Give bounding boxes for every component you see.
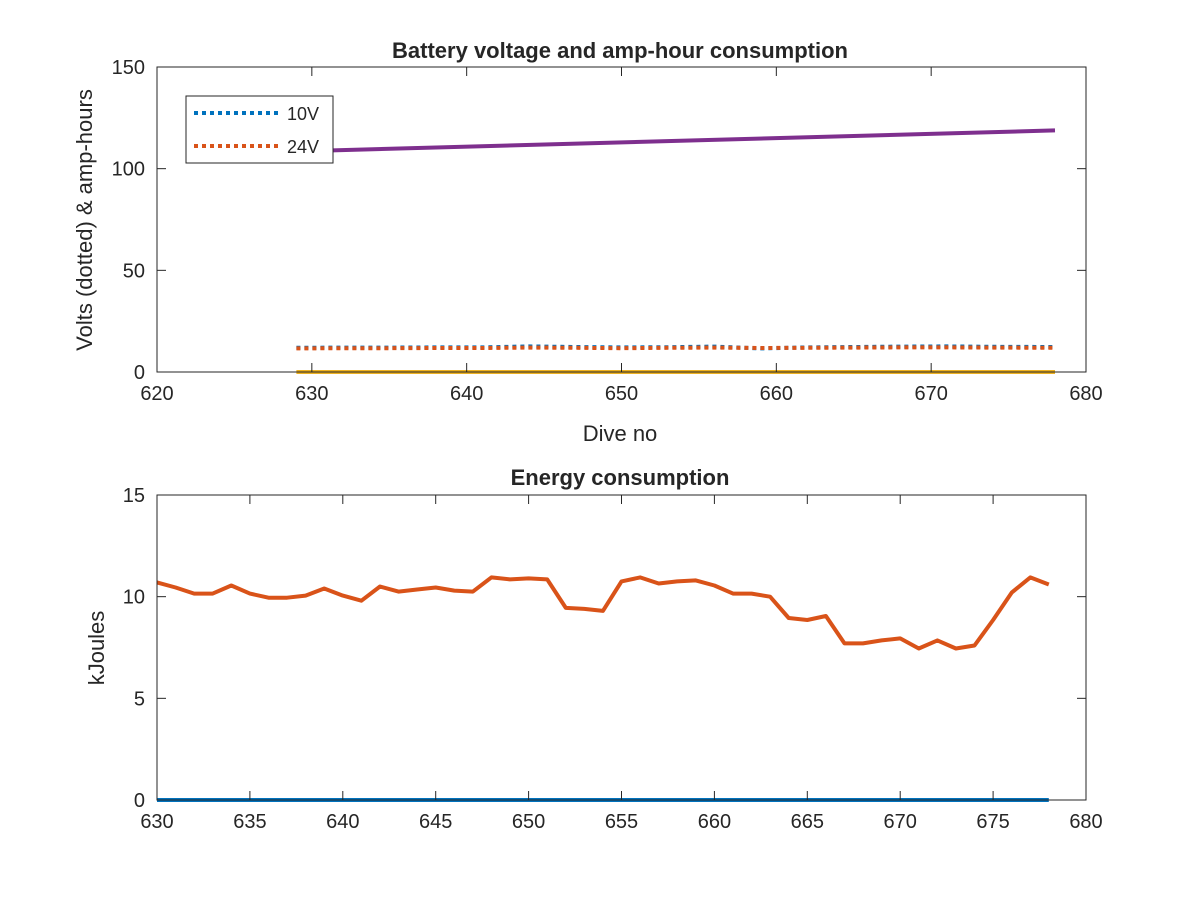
energy-xtick-label: 655	[605, 811, 638, 833]
voltage-chart: Battery voltage and amp-hour consumption…	[72, 38, 1103, 446]
voltage-chart-xlabel: Dive no	[583, 421, 658, 446]
voltage-xtick-label: 620	[140, 383, 173, 405]
voltage-ytick-label: 0	[134, 362, 145, 384]
energy-xtick-label: 630	[140, 811, 173, 833]
voltage-ytick-label: 150	[112, 57, 145, 79]
voltage-ytick-label: 100	[112, 159, 145, 181]
voltage-xtick-label: 660	[760, 383, 793, 405]
voltage-xtick-label: 680	[1069, 383, 1102, 405]
voltage-chart-title: Battery voltage and amp-hour consumption	[392, 38, 848, 63]
energy-chart-ylabel: kJoules	[84, 611, 109, 686]
energy-chart-axes: 630 635 640 645 650 655 660 665 670 675 680 0 5 10 15	[123, 485, 1103, 833]
energy-xtick-label: 680	[1069, 811, 1102, 833]
energy-xtick-label: 650	[512, 811, 545, 833]
energy-xtick-label: 645	[419, 811, 452, 833]
energy-chart-title: Energy consumption	[511, 465, 730, 490]
legend-label-10v: 10V	[287, 104, 319, 124]
energy-ytick-label: 0	[134, 790, 145, 812]
energy-series-1-line	[156, 575, 1050, 651]
legend-label-24v: 24V	[287, 137, 319, 157]
energy-xtick-label: 670	[884, 811, 917, 833]
voltage-chart-axes: 620 630 640 650 660 670 680 0 50 100 150	[112, 57, 1103, 405]
energy-chart: Energy consumption 630 635 640 645 650 655 660…	[84, 465, 1103, 833]
legend-box	[185, 95, 334, 164]
voltage-series-24v-line	[296, 345, 1056, 351]
energy-xtick-label: 665	[791, 811, 824, 833]
voltage-ytick-label: 50	[123, 260, 145, 282]
voltage-xtick-label: 640	[450, 383, 483, 405]
energy-xtick-label: 660	[698, 811, 731, 833]
energy-ytick-label: 15	[123, 485, 145, 507]
energy-xtick-label: 635	[233, 811, 266, 833]
energy-ytick-label: 10	[123, 587, 145, 609]
voltage-series-3-line	[296, 128, 1056, 154]
voltage-xtick-label: 670	[914, 383, 947, 405]
legend: 10V 24V	[185, 95, 334, 164]
energy-ytick-label: 5	[134, 688, 145, 710]
voltage-chart-ylabel: Volts (dotted) & amp-hours	[72, 89, 97, 351]
energy-xtick-label: 640	[326, 811, 359, 833]
voltage-xtick-label: 650	[605, 383, 638, 405]
voltage-xtick-label: 630	[295, 383, 328, 405]
energy-xtick-label: 675	[976, 811, 1009, 833]
